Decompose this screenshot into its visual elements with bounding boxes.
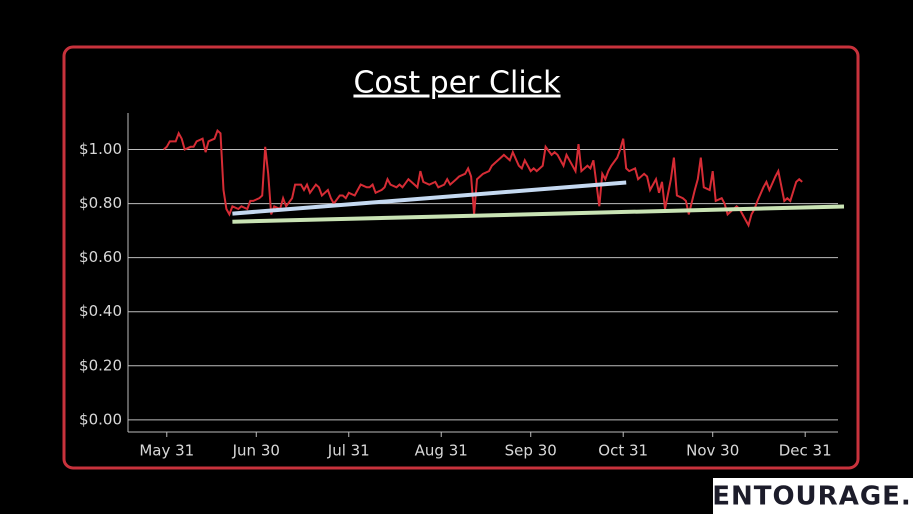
x-tick-label: Nov 30 (686, 442, 739, 460)
logo: ENTOURAGE. (712, 482, 912, 512)
x-tick-label: Aug 31 (415, 442, 468, 460)
trend-line (232, 180, 627, 216)
y-tick-label: $0.20 (79, 356, 122, 374)
y-tick-label: $1.00 (79, 140, 122, 158)
x-tick-label: Oct 31 (598, 442, 648, 460)
x-tick-label: Dec 31 (779, 442, 832, 460)
logo-box (713, 478, 913, 514)
y-tick-label: $0.60 (79, 248, 122, 266)
y-tick-label: $0.80 (79, 194, 122, 212)
panel-border (62, 45, 860, 470)
chart-title: Cost per Click (353, 66, 561, 101)
trend-line (232, 204, 845, 224)
x-tick-label: Jul 31 (327, 442, 370, 460)
data-line (163, 128, 803, 228)
x-tick-label: Jun 30 (232, 442, 280, 460)
x-tick-label: May 31 (139, 442, 194, 460)
y-tick-label: $0.40 (79, 302, 122, 320)
y-tick-label: $0.00 (79, 410, 122, 428)
x-tick-label: Sep 30 (505, 442, 557, 460)
